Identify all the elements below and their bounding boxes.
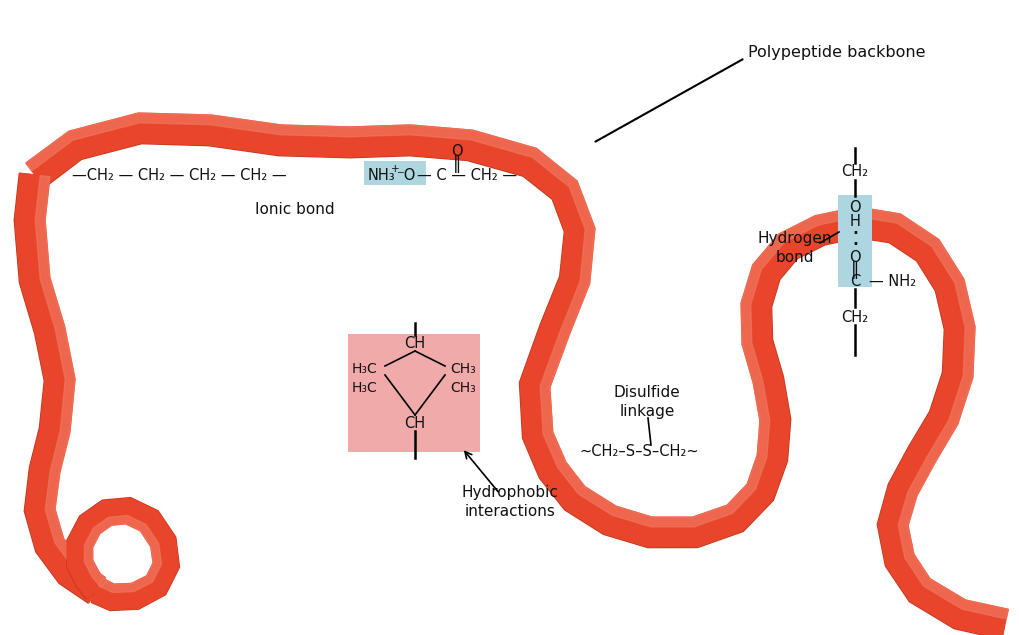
Text: +: +: [390, 164, 399, 174]
Text: — NH₂: — NH₂: [868, 274, 915, 290]
Polygon shape: [14, 173, 95, 603]
Text: Hydrogen
bond: Hydrogen bond: [757, 231, 832, 265]
FancyBboxPatch shape: [838, 195, 871, 287]
Text: Hydrophobic
interactions: Hydrophobic interactions: [462, 485, 557, 519]
Text: O: O: [849, 199, 860, 215]
Text: Ionic bond: Ionic bond: [255, 201, 334, 217]
FancyBboxPatch shape: [364, 161, 426, 185]
Text: ~CH₂–S–S–CH₂~: ~CH₂–S–S–CH₂~: [580, 444, 699, 460]
Text: H₃C: H₃C: [352, 381, 377, 395]
Text: O: O: [849, 250, 860, 265]
Text: CH: CH: [405, 415, 425, 431]
Text: CH₂: CH₂: [841, 164, 868, 180]
Text: Disulfide
linkage: Disulfide linkage: [613, 385, 680, 419]
Polygon shape: [15, 173, 105, 603]
Text: ·: ·: [850, 233, 858, 257]
Text: Polypeptide backbone: Polypeptide backbone: [747, 44, 924, 60]
Text: ‖: ‖: [452, 155, 461, 173]
Text: C: C: [849, 274, 859, 290]
Text: O: O: [450, 145, 463, 159]
Text: CH₃: CH₃: [449, 362, 476, 376]
Text: CH₃: CH₃: [449, 381, 476, 395]
Polygon shape: [85, 516, 161, 592]
Polygon shape: [66, 498, 179, 610]
Polygon shape: [38, 131, 1003, 635]
Text: CH: CH: [405, 335, 425, 351]
Text: ⁻O: ⁻O: [395, 168, 415, 182]
Text: H₃C: H₃C: [352, 362, 377, 376]
Polygon shape: [25, 113, 1007, 635]
Text: ·: ·: [850, 222, 858, 246]
Text: H: H: [849, 213, 860, 229]
Polygon shape: [25, 113, 1007, 619]
Text: ‖: ‖: [850, 261, 858, 279]
Text: CH₂: CH₂: [841, 309, 868, 324]
Text: — C — CH₂ —: — C — CH₂ —: [417, 168, 517, 182]
FancyBboxPatch shape: [347, 334, 480, 452]
Polygon shape: [36, 176, 105, 585]
Text: —CH₂ — CH₂ — CH₂ — CH₂ —: —CH₂ — CH₂ — CH₂ — CH₂ —: [72, 168, 286, 182]
Polygon shape: [67, 498, 178, 610]
Text: NH₃: NH₃: [368, 168, 395, 182]
